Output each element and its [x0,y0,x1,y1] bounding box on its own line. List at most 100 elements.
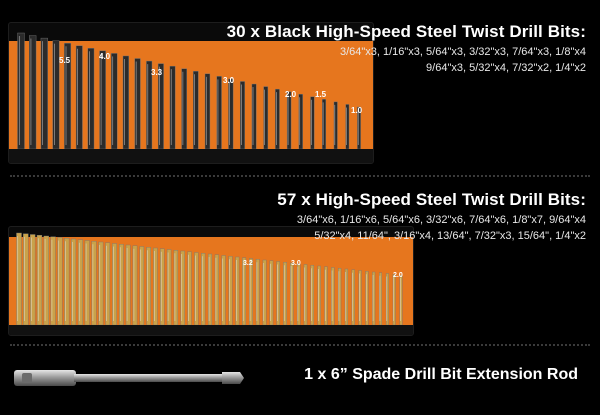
drill-bit [263,86,269,150]
drill-bit [385,273,389,326]
drill-bit [166,249,172,326]
drill-bit [180,250,185,326]
drill-bit [345,104,350,150]
drill-bit [111,53,118,150]
drill-bit [204,73,211,150]
drill-bit [173,250,179,326]
drill-bit [317,265,321,326]
tray-size-label: 5.5 [59,56,71,65]
black-bits-sizes-line1: 3/64"x3, 1/16"x3, 5/64"x3, 3/32"x3, 7/64… [339,46,586,58]
drill-bit [310,96,315,150]
drill-bit [251,83,257,150]
drill-bit [43,235,49,326]
drill-bit [169,65,176,150]
tray-size-label: 4.0 [99,52,111,61]
drill-bit [303,264,308,326]
drill-bit [239,81,245,150]
drill-bit [283,262,287,326]
drill-bit [153,247,158,326]
drill-bit [91,241,97,326]
drill-bit [379,272,383,326]
drill-bit [29,35,37,150]
drill-bit [269,260,274,326]
drill-bit [23,233,29,326]
gold-bits-title: 57 x High-Speed Steel Twist Drill Bits: [277,190,586,209]
tray-base [9,325,413,335]
gold-bits-tray: 3.2 3.0 2.0 [8,226,414,336]
drill-bit [228,78,234,150]
drill-bit [262,259,267,326]
drill-bit [358,270,362,326]
drill-bit [276,261,281,326]
tray-size-label: 2.0 [285,90,297,99]
drill-bit [214,254,219,326]
gold-bits-section: 3.2 3.0 2.0 57 x High-Speed Steel Twist Dr… [0,178,600,343]
drill-bit [399,274,403,326]
drill-bit [228,256,233,326]
drill-bit [255,259,260,326]
section-divider [10,175,590,177]
drill-bit [392,274,396,326]
extension-rod-image [14,370,244,386]
drill-bit [337,268,342,326]
gold-bits-illustration: 3.2 3.0 2.0 [9,232,413,335]
drill-bit [146,247,151,326]
black-bits-title: 30 x Black High-Speed Steel Twist Drill … [226,22,586,41]
drill-bit [333,101,338,150]
drill-bit [84,240,90,326]
drill-bit [77,239,83,326]
drill-bit [216,76,222,150]
drill-bit [17,32,25,150]
drill-bit [181,68,187,150]
drill-bit [344,268,349,326]
tray-base [9,149,373,163]
gold-bits-sizes-line2: 5/32"x4, 11/64", 3/16"x4, 13/64", 7/32"x… [314,230,586,242]
extension-rod-section: 1 x 6” Spade Drill Bit Extension Rod [0,346,600,415]
tray-size-label: 2.0 [393,272,403,279]
drill-bit [105,242,111,326]
drill-bit [187,251,192,326]
drill-bit [193,71,199,150]
drill-bit [57,237,63,326]
tray-size-label: 1.5 [315,90,327,99]
drill-bit [132,245,138,326]
black-bits-sizes-line2: 9/64"x3, 5/32"x4, 7/32"x2, 1/4"x2 [426,62,586,74]
drill-bit [112,243,117,326]
drill-bit [372,271,376,326]
drill-bit [351,269,355,326]
drill-bit [36,235,43,326]
drill-bit [365,271,369,326]
drill-bit [298,94,303,150]
drill-bit [122,55,130,150]
drill-bit [310,265,315,326]
drill-bit [331,267,335,326]
section-divider [10,344,590,346]
drill-bit [75,45,83,150]
drill-bit [322,99,327,150]
tray-size-label: 1.0 [351,106,363,115]
drill-bit [139,246,145,326]
tray-size-label: 3.0 [223,76,235,85]
drill-bit [99,50,106,150]
drill-bit [29,234,36,326]
drill-bit [275,88,280,150]
tray-backing [349,105,373,149]
drill-bit [235,256,240,326]
black-bits-illustration: 5.5 4.0 3.3 3.0 2.0 1.5 1.0 [9,32,373,163]
drill-bit [98,241,104,326]
drill-bit [324,266,328,326]
drill-bit [50,236,56,326]
drill-bit [249,258,253,326]
drill-bit [71,238,77,326]
drill-bit [207,253,213,326]
drill-bit [201,253,206,326]
tray-size-label: 3.2 [243,260,253,267]
drill-bit [40,37,48,150]
drill-bit [16,232,22,326]
drill-bit [286,91,292,150]
drill-bit [221,255,226,326]
drill-bit [125,244,131,326]
drill-bit [194,252,199,326]
drill-bit [134,58,141,150]
drill-bit [118,244,124,326]
